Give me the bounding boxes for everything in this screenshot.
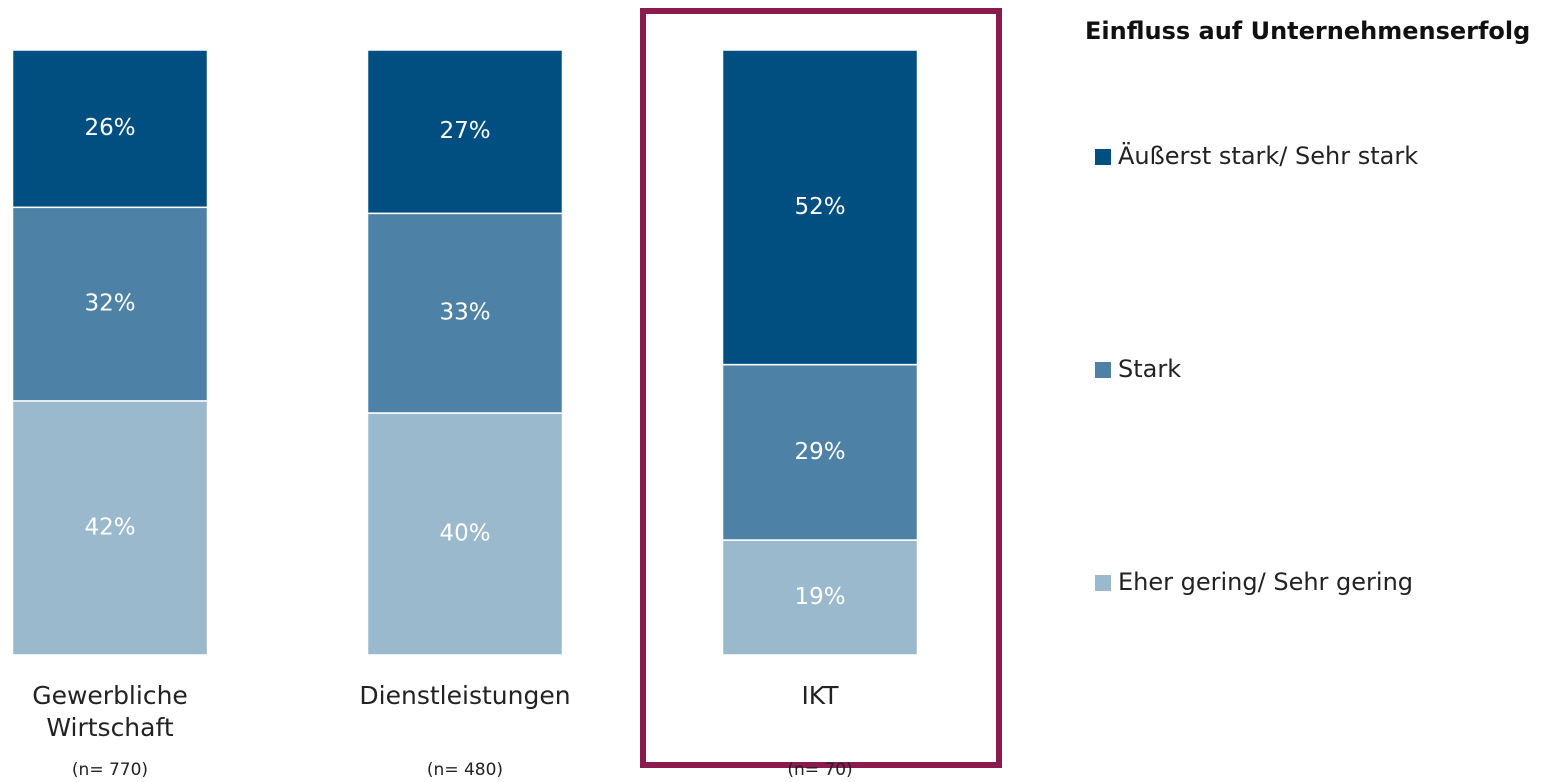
bar-segment [721, 539, 919, 656]
bar-segment [366, 412, 564, 656]
value-label: 27% [439, 118, 490, 144]
sample-size: (n= 70) [787, 760, 853, 780]
sample-size: (n= 480) [426, 760, 504, 780]
value-label: 52% [794, 194, 845, 220]
bar-segment [11, 49, 209, 209]
bar-segment [721, 49, 919, 366]
legend-swatch [1095, 575, 1111, 591]
legend-label: Äußerst stark/ Sehr stark [1118, 141, 1418, 170]
sample-size: (n= 770) [71, 760, 149, 780]
legend-label: Stark [1118, 355, 1181, 383]
legend-swatch [1095, 362, 1111, 378]
bar-segment [366, 49, 564, 215]
category-label: Gewerbliche Wirtschaft [32, 681, 188, 742]
legend-title: Einfluss auf Unternehmenserfolg [1085, 17, 1530, 45]
category-label: Dienstleistungen [359, 681, 571, 710]
legend-label: Eher gering/ Sehr gering [1118, 568, 1413, 596]
category-label: IKT [801, 681, 839, 710]
value-label: 33% [439, 300, 490, 326]
legend-swatch [1095, 149, 1111, 165]
value-label: 40% [439, 521, 490, 547]
value-label: 42% [84, 514, 135, 540]
value-label: 19% [794, 584, 845, 610]
value-label: 32% [84, 291, 135, 317]
bar-segment [721, 363, 919, 541]
bar-segment [366, 212, 564, 414]
value-label: 26% [84, 115, 135, 141]
highlight-box [640, 8, 1002, 768]
bar-segment [11, 206, 209, 402]
value-label: 29% [794, 439, 845, 465]
